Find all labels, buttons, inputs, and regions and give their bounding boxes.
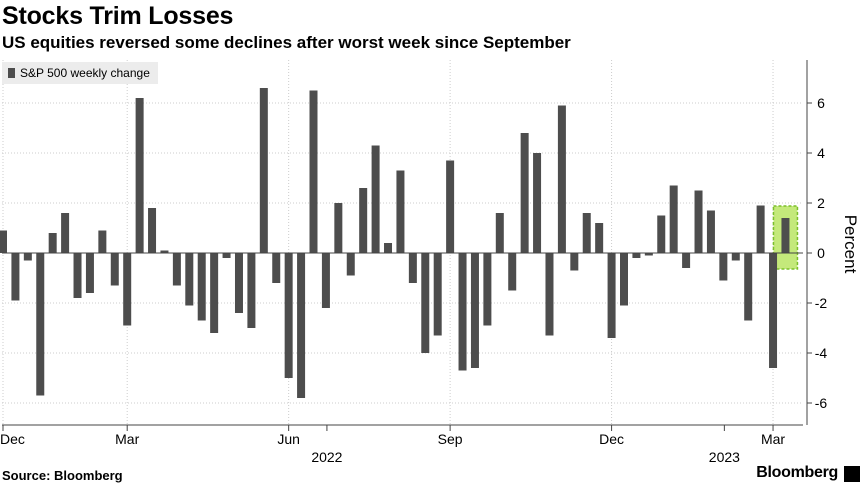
bar (719, 253, 728, 281)
bar (731, 253, 740, 261)
bar (582, 213, 591, 253)
bar (85, 253, 94, 293)
bar (458, 253, 467, 371)
bar (284, 253, 293, 378)
axes: -6 -4 -2 0 2 4 6 Dec Mar Jun Sep Dec Mar 2022 2023 (0, 60, 827, 465)
legend-label: S&P 500 weekly change (20, 66, 150, 80)
y-tick-label: 0 (817, 245, 825, 261)
y-tick-label: 4 (817, 145, 825, 161)
chart-subtitle: US equities reversed some declines after… (2, 33, 571, 52)
bar (234, 253, 243, 313)
bar (272, 253, 281, 283)
bar (11, 253, 20, 301)
source-note: Source: Bloomberg (2, 468, 123, 483)
bar (557, 105, 566, 253)
bar (781, 218, 790, 253)
bar (48, 233, 57, 253)
bar (359, 188, 368, 253)
bar (607, 253, 616, 338)
bar (123, 253, 132, 326)
bar (620, 253, 628, 306)
bar (433, 253, 442, 336)
bar (160, 250, 169, 253)
bar (769, 253, 778, 368)
bar (222, 253, 231, 258)
x-tick-label: Mar (761, 431, 785, 447)
bar (135, 98, 144, 253)
bar (36, 253, 45, 396)
y-tick-label: 6 (817, 95, 825, 111)
bar (321, 253, 330, 308)
bar (508, 253, 517, 291)
legend-swatch (8, 68, 15, 78)
bar (23, 253, 32, 261)
bar (632, 253, 641, 258)
y-tick-label: 2 (817, 195, 825, 211)
bar (110, 253, 119, 286)
bar (172, 253, 181, 286)
bar (396, 170, 405, 253)
y-tick-label: -6 (815, 395, 828, 411)
bar (346, 253, 355, 276)
x-tick-label: Dec (599, 431, 624, 447)
y-tick-label: -2 (815, 295, 828, 311)
x-tick-label: Mar (115, 431, 139, 447)
bar (744, 253, 753, 321)
bar (483, 253, 492, 326)
bar (470, 253, 479, 368)
bar (595, 223, 604, 253)
bar (495, 213, 504, 253)
bar (446, 160, 455, 253)
bar (148, 208, 157, 253)
chart-title: Stocks Trim Losses (2, 2, 234, 30)
y-tick-label: -4 (815, 345, 828, 361)
bar-series (0, 88, 790, 398)
year-label: 2023 (709, 449, 740, 465)
brand-logo: Bloomberg (756, 464, 838, 481)
bar (644, 253, 653, 256)
bar (545, 253, 554, 336)
bar (197, 253, 206, 321)
bar (657, 215, 666, 253)
x-tick-label: Dec (0, 431, 25, 447)
bar (210, 253, 219, 333)
bar (309, 90, 318, 253)
legend: S&P 500 weekly change (2, 62, 158, 84)
bar (756, 205, 765, 253)
bar (706, 210, 715, 253)
bar (98, 230, 107, 253)
bar (421, 253, 430, 353)
bar (669, 185, 678, 253)
y-axis-label: Percent (841, 215, 860, 274)
bar (0, 230, 7, 253)
bar (682, 253, 691, 268)
bar (533, 153, 542, 253)
bar (694, 190, 703, 253)
bar (73, 253, 82, 298)
bar (297, 253, 306, 398)
bar (334, 203, 343, 253)
bar (185, 253, 194, 306)
gridlines (2, 60, 803, 425)
year-label: 2022 (311, 449, 342, 465)
bar (371, 145, 380, 253)
bar (408, 253, 417, 283)
bar (520, 133, 529, 253)
bar (570, 253, 579, 271)
bar (384, 243, 393, 253)
x-tick-label: Jun (277, 431, 300, 447)
x-tick-label: Sep (438, 431, 463, 447)
bar (247, 253, 256, 328)
bar (259, 88, 268, 253)
bloomberg-icon (844, 466, 860, 482)
bar (61, 213, 70, 253)
